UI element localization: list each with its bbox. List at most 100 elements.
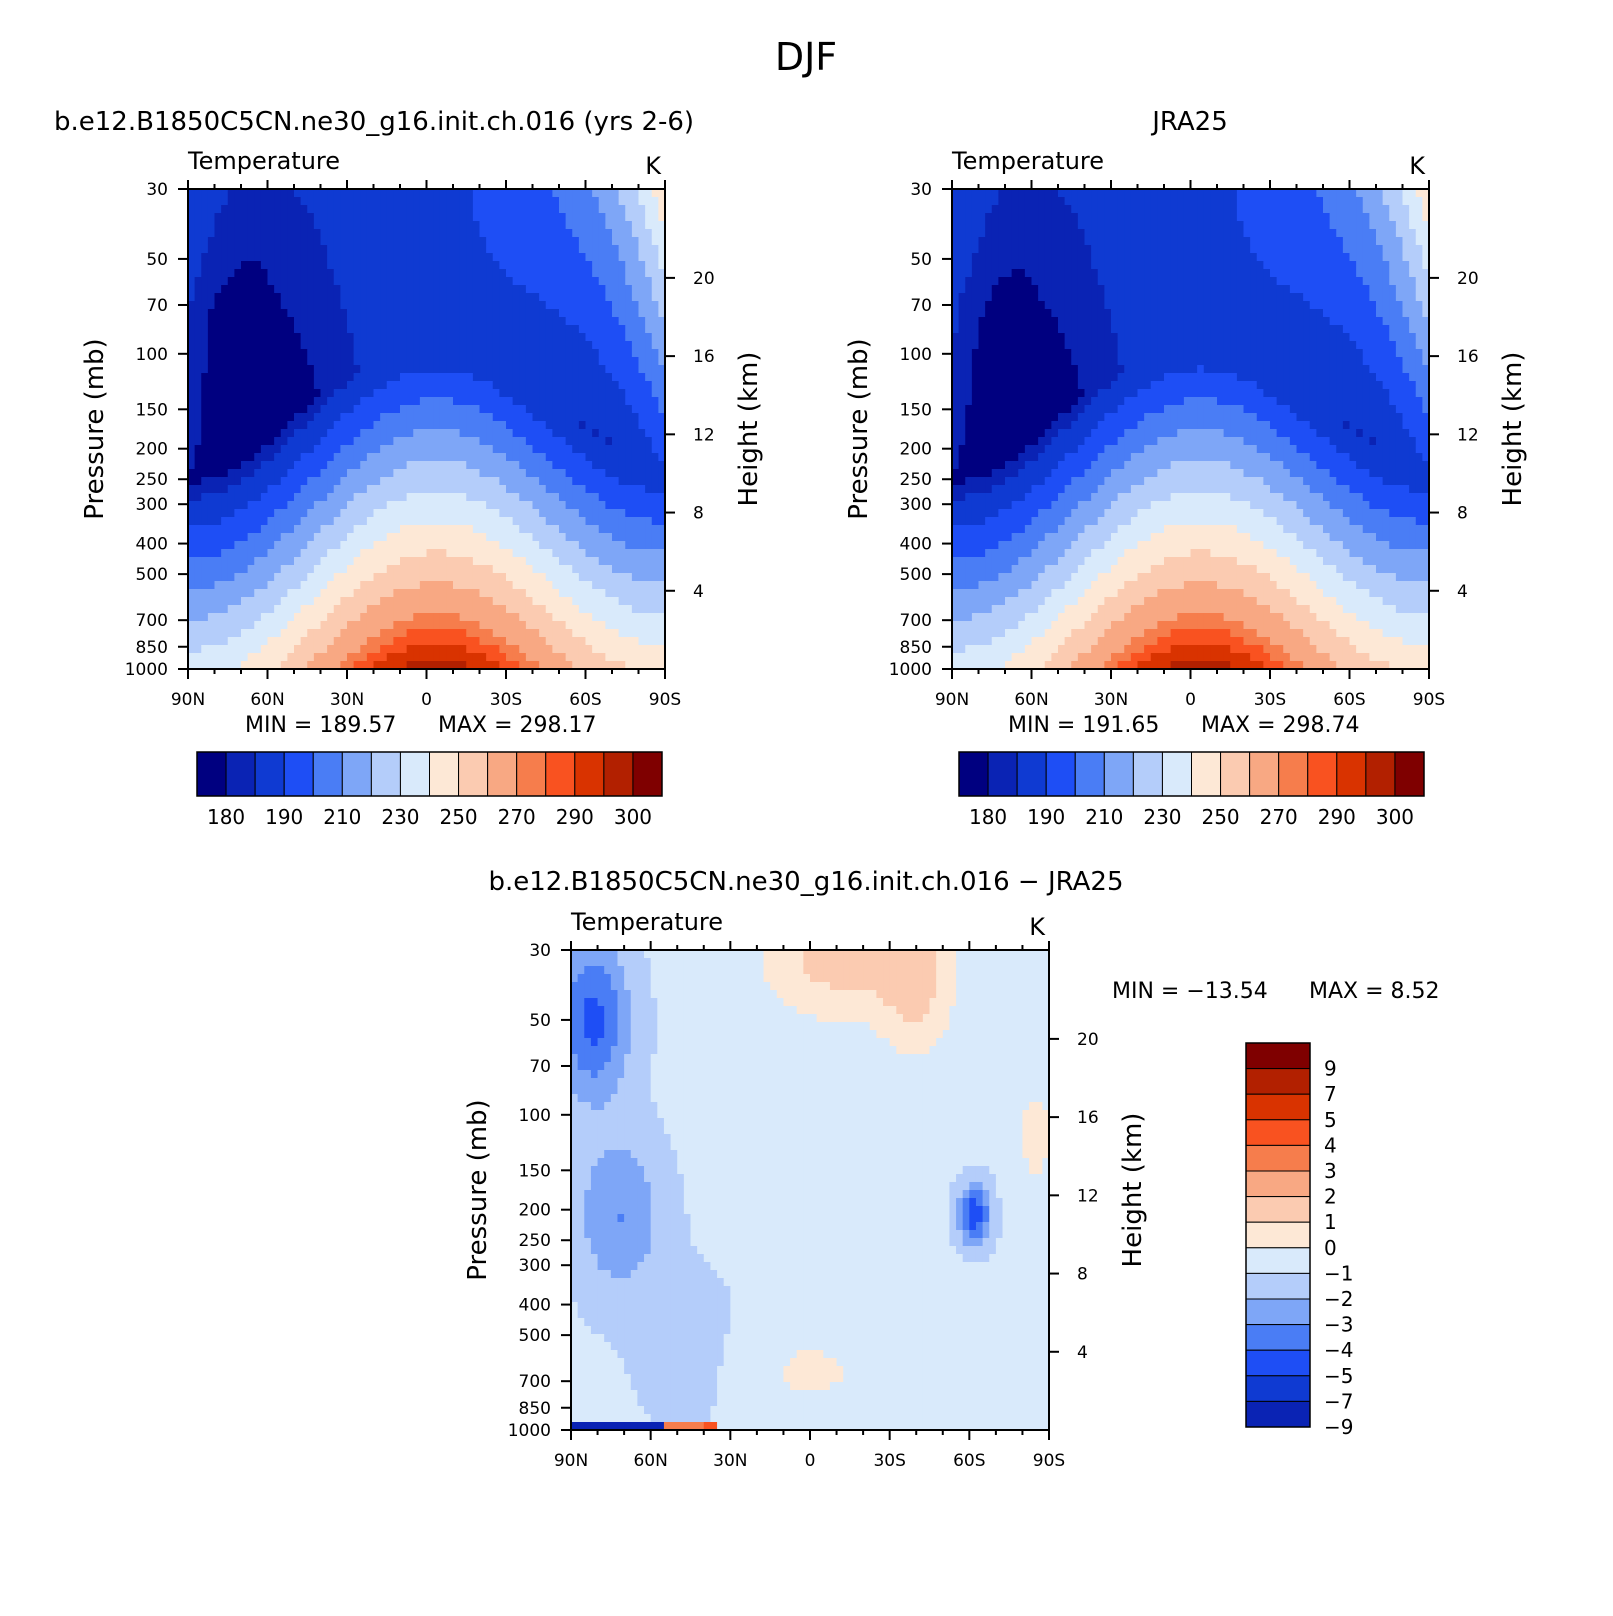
contour-cell bbox=[1236, 245, 1245, 254]
contour-cell bbox=[313, 317, 322, 326]
contour-cell bbox=[340, 565, 348, 574]
contour-cell bbox=[598, 629, 606, 638]
contour-cell bbox=[227, 269, 235, 278]
contour-cell bbox=[1058, 221, 1066, 230]
contour-cell bbox=[267, 341, 275, 350]
contour-cell bbox=[294, 245, 302, 254]
contour-cell bbox=[247, 189, 255, 198]
contour-cell bbox=[247, 261, 255, 270]
contour-cell bbox=[393, 517, 401, 526]
contour-cell bbox=[333, 405, 341, 414]
contour-cell bbox=[525, 461, 534, 470]
contour-cell bbox=[466, 549, 474, 558]
contour-cell bbox=[320, 517, 328, 526]
contour-cell bbox=[366, 365, 375, 374]
contour-cell bbox=[227, 493, 235, 502]
contour-cell bbox=[958, 205, 966, 214]
contour-cell bbox=[227, 621, 235, 630]
contour-cell bbox=[658, 381, 666, 390]
contour-cell bbox=[559, 389, 567, 398]
contour-cell bbox=[439, 349, 447, 358]
contour-cell bbox=[545, 461, 553, 470]
contour-cell bbox=[486, 541, 494, 550]
contour-cell bbox=[380, 597, 388, 606]
contour-cell bbox=[618, 461, 626, 470]
contour-cell bbox=[380, 621, 388, 630]
contour-cell bbox=[585, 637, 593, 646]
contour-cell bbox=[499, 405, 507, 414]
y-tick-label: 300 bbox=[136, 495, 168, 515]
contour-cell bbox=[300, 221, 308, 230]
contour-cell bbox=[393, 237, 401, 246]
contour-cell bbox=[207, 637, 216, 646]
contour-cell bbox=[1243, 189, 1251, 198]
contour-cell bbox=[267, 637, 275, 646]
contour-cell bbox=[625, 645, 633, 654]
contour-cell bbox=[492, 341, 500, 350]
contour-cell bbox=[651, 445, 659, 454]
contour-cell bbox=[214, 389, 222, 398]
contour-cell bbox=[207, 541, 216, 550]
contour-cell bbox=[214, 309, 222, 318]
contour-cell bbox=[598, 533, 606, 542]
contour-cell bbox=[221, 293, 229, 302]
contour-cell bbox=[373, 661, 381, 670]
contour-cell bbox=[459, 461, 467, 470]
contour-cell bbox=[320, 597, 328, 606]
contour-cell bbox=[519, 501, 527, 510]
contour-cell bbox=[313, 277, 322, 286]
contour-cell bbox=[532, 605, 540, 614]
contour-cell bbox=[492, 205, 500, 214]
contour-cell bbox=[552, 581, 560, 590]
contour-cell bbox=[459, 381, 467, 390]
contour-cell bbox=[552, 397, 560, 406]
contour-cell bbox=[519, 629, 527, 638]
contour-cell bbox=[327, 309, 335, 318]
contour-cell bbox=[1356, 189, 1364, 198]
contour-cell bbox=[247, 493, 255, 502]
contour-cell bbox=[413, 293, 421, 302]
contour-cell bbox=[274, 565, 282, 574]
contour-cell bbox=[466, 389, 474, 398]
contour-cell bbox=[294, 341, 302, 350]
contour-cell bbox=[565, 525, 573, 534]
contour-cell bbox=[559, 525, 567, 534]
contour-cell bbox=[347, 397, 355, 406]
contour-cell bbox=[366, 549, 375, 558]
contour-cell bbox=[294, 661, 302, 670]
contour-cell bbox=[638, 221, 646, 230]
contour-cell bbox=[625, 565, 633, 574]
contour-cell bbox=[340, 421, 348, 430]
contour-cell bbox=[605, 509, 613, 518]
contour-cell bbox=[499, 381, 507, 390]
contour-cell bbox=[400, 429, 408, 438]
contour-cell bbox=[214, 317, 222, 326]
contour-cell bbox=[413, 461, 421, 470]
contour-cell bbox=[1263, 237, 1271, 246]
contour-cell bbox=[207, 189, 216, 198]
contour-cell bbox=[631, 653, 640, 662]
contour-cell bbox=[453, 189, 461, 198]
contour-cell bbox=[340, 317, 348, 326]
contour-cell bbox=[618, 541, 626, 550]
contour-cell bbox=[386, 501, 394, 510]
contour-cell bbox=[578, 597, 587, 606]
contour-cell bbox=[254, 533, 262, 542]
contour-cell bbox=[552, 653, 560, 662]
contour-cell bbox=[267, 501, 275, 510]
colorbar-label: 250 bbox=[439, 805, 477, 829]
contour-cell bbox=[466, 589, 474, 598]
contour-cell bbox=[260, 341, 269, 350]
contour-cell bbox=[280, 341, 288, 350]
contour-cell bbox=[506, 205, 514, 214]
contour-cell bbox=[267, 213, 275, 222]
contour-cell bbox=[188, 517, 196, 526]
contour-cell bbox=[201, 373, 209, 382]
contour-cell bbox=[1157, 221, 1165, 230]
contour-cell bbox=[525, 637, 534, 646]
contour-cell bbox=[638, 357, 646, 366]
contour-cell bbox=[294, 493, 302, 502]
contour-cell bbox=[419, 549, 428, 558]
contour-cell bbox=[201, 245, 209, 254]
contour-cell bbox=[340, 621, 348, 630]
